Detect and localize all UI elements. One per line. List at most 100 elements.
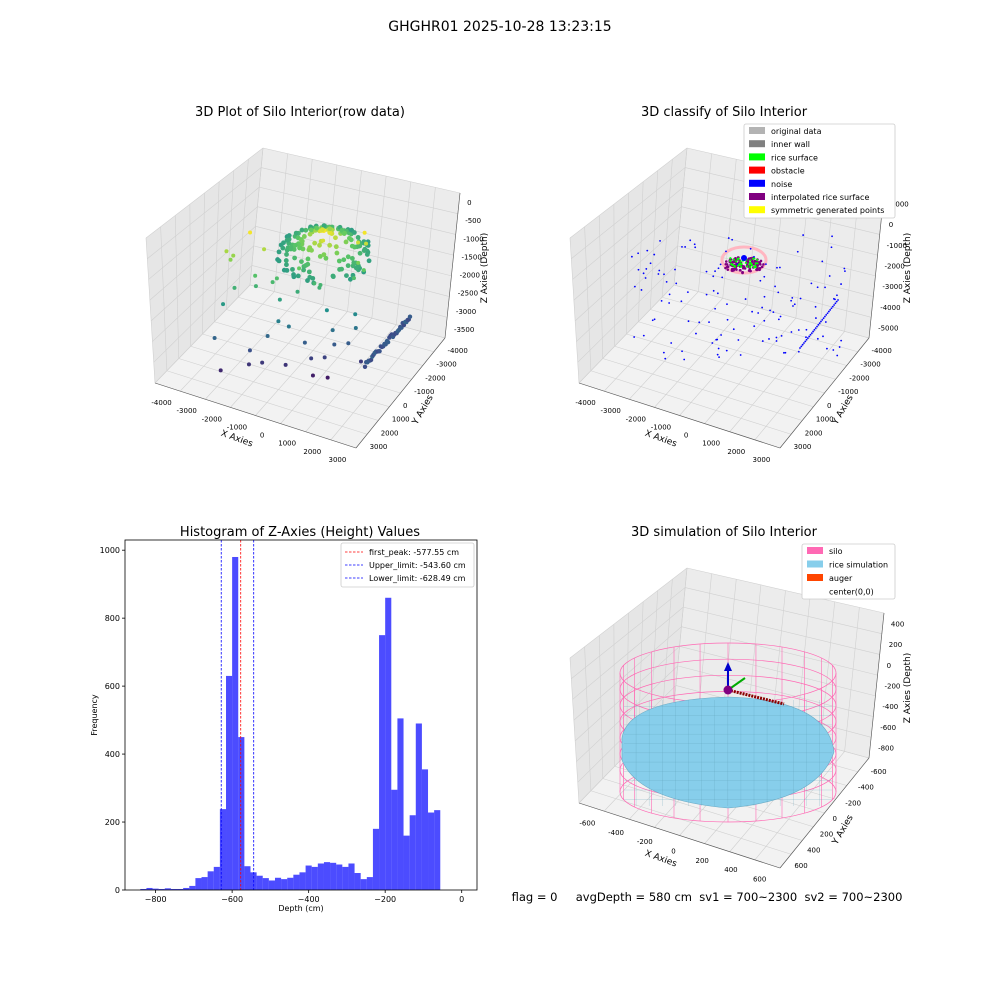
rice-surface-point <box>751 257 755 260</box>
noise-point <box>714 270 716 273</box>
classify-plot-y-tick-label: -4000 <box>871 347 891 355</box>
classify-legend-swatch <box>749 140 765 148</box>
raw-plot-title: 3D Plot of Silo Interior(row data) <box>195 105 405 120</box>
classify-plot-x-tick-label: 2000 <box>727 448 745 456</box>
noise-point <box>637 268 640 271</box>
noise-point <box>836 294 838 297</box>
raw-data-point <box>232 285 237 290</box>
raw-data-point <box>330 274 336 280</box>
raw-data-point <box>344 273 349 278</box>
raw-data-point <box>276 249 282 255</box>
raw-data-point <box>270 280 275 285</box>
classify-plot-z-tick-label: -2000 <box>885 263 905 271</box>
noise-point <box>797 329 800 331</box>
histogram-bar <box>421 769 429 890</box>
noise-point <box>835 300 838 303</box>
simulation-legend-label: auger <box>829 574 853 583</box>
noise-point <box>630 255 633 258</box>
raw-data-point <box>295 273 301 279</box>
simulation-plot-y-tick-label: 400 <box>807 846 820 854</box>
raw-data-point <box>277 297 282 302</box>
rice-surface-point <box>754 262 757 265</box>
center-marker <box>723 685 733 695</box>
histogram-bar <box>158 888 165 890</box>
raw-data-point <box>262 247 267 252</box>
noise-point <box>736 263 739 265</box>
noise-point <box>815 317 817 319</box>
noise-point <box>837 299 839 301</box>
simulation-plot-z-tick-label: -400 <box>882 703 898 711</box>
histogram-legend: first_peak: -577.55 cm Upper_limit: -543.… <box>340 542 475 588</box>
raw-data-point <box>274 276 279 281</box>
classify-plot-zlabel: Z Axies (Depth) <box>903 233 913 304</box>
histogram-bar <box>152 888 159 890</box>
interpolated-point <box>762 263 765 266</box>
simulation-legend-swatch <box>807 560 823 568</box>
noise-point <box>806 337 809 339</box>
raw-data-point <box>309 356 314 361</box>
raw-data-point <box>345 263 351 269</box>
interpolated-point <box>724 260 728 263</box>
interpolated-point <box>738 268 742 272</box>
noise-point <box>646 249 649 252</box>
noise-point <box>725 250 727 253</box>
classify-legend-label: inner wall <box>771 140 810 149</box>
noise-point <box>822 335 824 338</box>
classify-plot-z-tick-label: 0 <box>889 221 893 229</box>
rice-surface-point <box>750 264 754 267</box>
noise-point <box>739 354 742 356</box>
histogram-y-tick-label: 600 <box>105 682 120 691</box>
inner-wall-ring <box>720 245 768 275</box>
noise-point <box>803 342 805 344</box>
raw-data-point <box>286 233 292 238</box>
histogram-frame <box>124 539 478 891</box>
classify-plot-y-tick-label: -1000 <box>838 388 858 396</box>
histogram-bar <box>379 635 386 890</box>
noise-point <box>822 317 825 320</box>
raw-data-point <box>323 255 329 261</box>
simulation-plot-z-tick-label: -200 <box>885 683 901 691</box>
simulation-plot-x-tick-label: -200 <box>637 838 653 846</box>
raw-data-point <box>283 258 289 263</box>
noise-point <box>765 263 767 265</box>
noise-point <box>642 272 645 275</box>
noise-point <box>668 293 671 296</box>
classify-legend-swatch <box>749 127 765 134</box>
raw-data-point <box>310 275 316 281</box>
raw-data-point <box>336 258 342 264</box>
noise-point <box>779 266 781 269</box>
raw-data-point <box>292 255 298 261</box>
noise-point <box>749 247 752 250</box>
interpolated-point <box>760 265 764 269</box>
noise-point <box>830 246 833 249</box>
histogram-bar <box>244 866 251 890</box>
simulation-plot-x-tick-label: -600 <box>579 820 595 828</box>
rice-surface-point <box>756 262 759 265</box>
noise-point <box>827 310 830 313</box>
noise-point <box>759 279 762 282</box>
noise-point <box>712 275 715 278</box>
histogram-ylabel: Frequency <box>90 694 99 736</box>
noise-point <box>818 322 821 325</box>
raw-data-point <box>407 314 413 319</box>
noise-point <box>732 328 735 331</box>
raw-data-point <box>349 256 355 261</box>
noise-point <box>716 338 719 341</box>
classify-plot-title: 3D classify of Silo Interior <box>641 105 808 120</box>
raw-data-point <box>349 243 355 249</box>
raw-data-point <box>321 252 327 258</box>
histogram-bar <box>232 556 239 890</box>
raw-data-point <box>377 348 382 354</box>
simulation-plot-x-tick-label: 600 <box>753 875 766 883</box>
classify-plot-x-tick-label: 0 <box>684 432 688 440</box>
raw-plot-y-tick-label: -3000 <box>436 361 456 369</box>
noise-point <box>777 291 780 294</box>
noise-point <box>783 351 785 354</box>
histogram-bar <box>317 863 324 890</box>
rice-surface-point <box>739 260 742 263</box>
histogram-bar <box>403 835 410 890</box>
histogram-bar <box>183 887 190 890</box>
rice-surface-point <box>737 257 740 260</box>
raw-data-point <box>299 238 305 244</box>
classified-points <box>630 234 846 361</box>
